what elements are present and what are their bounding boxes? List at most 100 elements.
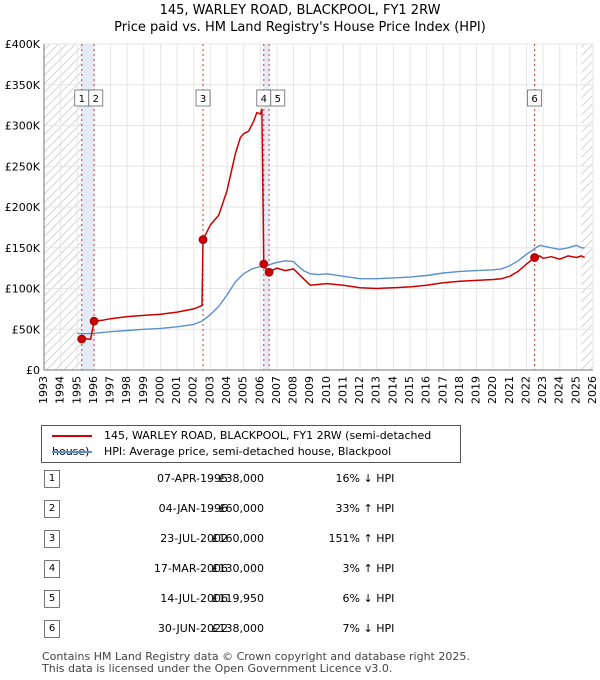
transaction-number-badge: 3 <box>44 530 60 548</box>
transaction-point <box>89 316 99 326</box>
table-row: 6 30-JUN-2022 £138,000 7% ↓ HPI <box>42 620 462 640</box>
transaction-point <box>198 235 208 245</box>
transaction-price: £60,000 <box>218 502 265 515</box>
y-tick-label: £0 <box>26 364 40 377</box>
x-tick-label: 1999 <box>137 376 150 404</box>
transaction-date: 07-APR-1995 <box>156 472 228 485</box>
x-tick-label: 2005 <box>237 376 250 404</box>
legend-item-hpi: HPI: Average price, semi-detached house,… <box>52 444 391 460</box>
hpi-label: HPI <box>376 592 395 605</box>
transaction-price: £38,000 <box>218 472 265 485</box>
x-tick-label: 2025 <box>569 376 582 404</box>
chart-title-address: 145, WARLEY ROAD, BLACKPOOL, FY1 2RW <box>159 3 441 18</box>
transaction-label-number: 4 <box>261 94 267 105</box>
transaction-label-frame <box>88 89 104 107</box>
hpi-label: HPI <box>376 472 395 485</box>
footer-licence: This data is licensed under the Open Gov… <box>42 662 393 675</box>
x-tick-label: 2015 <box>403 376 416 404</box>
hpi-label: HPI <box>376 622 395 635</box>
transaction-label-number: 3 <box>200 94 206 105</box>
hpi-arrow-icon: ↑ <box>363 532 373 545</box>
x-tick-label: 2014 <box>386 376 399 404</box>
transaction-label-frame <box>270 89 286 107</box>
transaction-label-box: 1 <box>74 89 90 107</box>
y-tick-label: £100K <box>5 283 41 296</box>
transaction-label-box: 4 <box>256 89 272 107</box>
transaction-label-number: 5 <box>275 94 281 105</box>
x-tick-label: 2023 <box>536 376 549 404</box>
x-tick-label: 2017 <box>436 376 449 404</box>
hpi-arrow-icon: ↓ <box>363 622 373 635</box>
table-row: 3 23-JUL-2002 £160,000 151% ↑ HPI <box>42 530 462 550</box>
table-row: 1 07-APR-1995 £38,000 16% ↓ HPI <box>42 470 462 490</box>
transaction-label-box: 3 <box>195 89 211 107</box>
hpi-arrow-icon: ↑ <box>363 562 373 575</box>
transaction-price: £130,000 <box>211 562 265 575</box>
x-tick-label: 2022 <box>519 376 532 404</box>
transaction-hpi-diff: 7% ↓ HPI <box>312 622 422 635</box>
transaction-hpi-diff: 33% ↑ HPI <box>312 502 422 515</box>
transaction-hpi-diff: 16% ↓ HPI <box>312 472 422 485</box>
x-tick-label: 2008 <box>287 376 300 404</box>
x-tick-label: 2019 <box>470 376 483 404</box>
y-tick-label: £250K <box>5 160 41 173</box>
x-tick-label: 1998 <box>120 376 133 404</box>
x-tick-label: 2021 <box>503 376 516 404</box>
x-tick-label: 1996 <box>87 376 100 404</box>
transaction-price: £138,000 <box>211 622 265 635</box>
transaction-price: £119,950 <box>211 592 265 605</box>
chart-subtitle: Price paid vs. HM Land Registry's House … <box>114 20 486 35</box>
transaction-hpi-diff: 151% ↑ HPI <box>312 532 422 545</box>
table-row: 5 14-JUL-2006 £119,950 6% ↓ HPI <box>42 590 462 610</box>
y-tick-label: £150K <box>5 242 41 255</box>
transaction-hpi-diff: 3% ↑ HPI <box>312 562 422 575</box>
hpi-pct: 16% <box>335 472 360 485</box>
transaction-hpi-diff: 6% ↓ HPI <box>312 592 422 605</box>
legend-swatch-property <box>52 435 92 437</box>
x-tick-label: 2010 <box>320 376 333 404</box>
transaction-date: 04-JAN-1996 <box>158 502 228 515</box>
x-tick-label: 2003 <box>203 376 216 404</box>
x-tick-label: 2012 <box>353 376 366 404</box>
hpi-pct: 33% <box>335 502 360 515</box>
hpi-arrow-icon: ↓ <box>363 592 373 605</box>
transaction-label-number: 1 <box>79 94 85 105</box>
hpi-label: HPI <box>376 562 395 575</box>
transaction-point <box>264 267 274 277</box>
transaction-label-box: 2 <box>88 89 104 107</box>
hpi-arrow-icon: ↑ <box>363 502 373 515</box>
transaction-number-badge: 2 <box>44 500 60 518</box>
table-row: 2 04-JAN-1996 £60,000 33% ↑ HPI <box>42 500 462 520</box>
y-tick-label: £200K <box>5 201 41 214</box>
footer-attribution: Contains HM Land Registry data © Crown c… <box>42 651 470 675</box>
transaction-label-frame <box>527 89 543 107</box>
x-tick-label: 2004 <box>220 376 233 404</box>
transaction-date: 30-JUN-2022 <box>157 622 228 635</box>
x-tick-label: 2009 <box>303 376 316 404</box>
x-tick-label: 1994 <box>54 376 67 404</box>
transaction-label-box: 6 <box>527 89 543 107</box>
x-tick-label: 2006 <box>253 376 266 404</box>
transaction-number-badge: 6 <box>44 620 60 638</box>
legend-item-property: 145, WARLEY ROAD, BLACKPOOL, FY1 2RW (se… <box>52 428 460 458</box>
x-tick-label: 2026 <box>586 376 599 404</box>
transaction-label-number: 2 <box>93 94 99 105</box>
y-tick-label: £300K <box>5 120 41 133</box>
y-tick-label: £50K <box>12 323 41 336</box>
transaction-label-number: 6 <box>531 94 537 105</box>
transaction-date: 23-JUL-2002 <box>160 532 228 545</box>
hpi-pct: 7% <box>342 622 360 635</box>
x-tick-label: 2024 <box>553 376 566 404</box>
table-row: 4 17-MAR-2006 £130,000 3% ↑ HPI <box>42 560 462 580</box>
property-series-line <box>81 108 586 341</box>
transaction-number-badge: 4 <box>44 560 60 578</box>
hpi-arrow-icon: ↓ <box>363 472 373 485</box>
x-tick-label: 2002 <box>187 376 200 404</box>
hpi-label: HPI <box>376 502 395 515</box>
hpi-pct: 3% <box>342 562 360 575</box>
transaction-point <box>530 253 540 262</box>
x-tick-label: 1995 <box>70 376 83 404</box>
footer-copyright: Contains HM Land Registry data © Crown c… <box>42 650 470 663</box>
x-tick-label: 1993 <box>37 376 50 404</box>
